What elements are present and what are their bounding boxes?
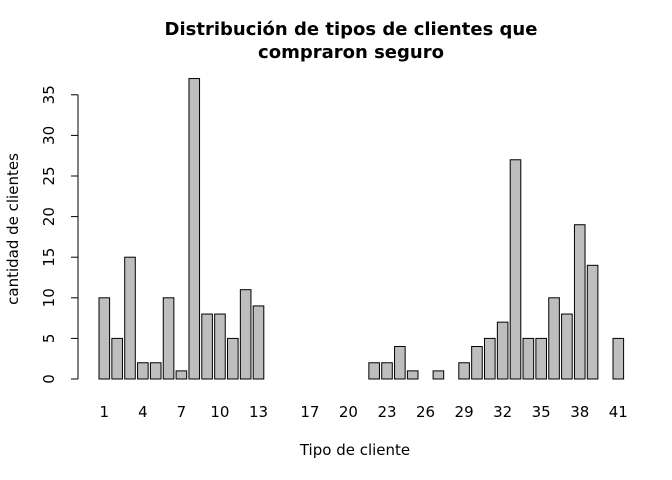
bar-6 — [162, 297, 175, 380]
x-tick-label-41: 41 — [609, 403, 628, 421]
bar-23 — [381, 362, 393, 380]
y-tick-label-0: 0 — [40, 374, 58, 384]
bar-34 — [522, 337, 535, 380]
x-tick-label-32: 32 — [493, 403, 512, 421]
x-tick-label-10: 10 — [210, 403, 229, 421]
y-tick-label-20: 20 — [40, 207, 58, 226]
x-tick-label-29: 29 — [455, 403, 474, 421]
bar-12 — [239, 289, 252, 380]
bar-25 — [406, 370, 419, 380]
x-tick-label-13: 13 — [249, 403, 268, 421]
x-tick-label-7: 7 — [177, 403, 187, 421]
bar-11 — [227, 337, 239, 380]
x-tick-label-4: 4 — [138, 403, 148, 421]
bar-33 — [509, 159, 522, 380]
chart-title-line-2: compraron seguro — [258, 42, 444, 63]
bar-32 — [496, 321, 509, 380]
bar-2 — [111, 337, 123, 380]
bar-8 — [188, 78, 201, 380]
bar-4 — [137, 362, 149, 380]
bar-22 — [368, 362, 380, 380]
bar-9 — [201, 313, 213, 380]
x-tick-label-38: 38 — [570, 403, 589, 421]
chart-title-line-1: Distribución de tipos de clientes que — [165, 19, 538, 40]
bars-group — [98, 78, 625, 380]
bar-7 — [175, 370, 188, 380]
x-tick-label-26: 26 — [416, 403, 435, 421]
x-axis-label: Tipo de cliente — [299, 441, 410, 459]
x-tick-label-17: 17 — [300, 403, 319, 421]
bar-37 — [561, 313, 573, 380]
bar-38 — [573, 224, 586, 380]
bar-29 — [458, 362, 470, 380]
bar-35 — [535, 337, 548, 380]
bar-3 — [124, 256, 136, 380]
y-axis: 0 5 10 15 20 25 30 35 — [40, 85, 79, 384]
bar-39 — [586, 264, 599, 380]
bar-31 — [484, 337, 496, 380]
bar-1 — [98, 297, 111, 380]
bar-10 — [214, 313, 226, 380]
bar-36 — [548, 297, 560, 380]
bar-30 — [471, 346, 483, 380]
x-tick-label-20: 20 — [339, 403, 358, 421]
y-tick-label-5: 5 — [40, 334, 58, 344]
bar-13 — [252, 305, 265, 380]
x-tick-label-1: 1 — [100, 403, 110, 421]
x-axis: 1 4 7 10 13 17 20 23 26 29 32 35 38 41 — [100, 403, 628, 421]
bar-41 — [612, 337, 625, 380]
x-tick-label-23: 23 — [377, 403, 396, 421]
y-tick-label-30: 30 — [40, 126, 58, 145]
y-tick-label-35: 35 — [40, 85, 58, 104]
y-axis-label: cantidad de clientes — [4, 153, 22, 305]
y-tick-label-25: 25 — [40, 166, 58, 185]
bar-27 — [432, 370, 445, 380]
bar-24 — [394, 346, 406, 380]
y-tick-label-10: 10 — [40, 288, 58, 307]
y-tick-label-15: 15 — [40, 248, 58, 267]
x-tick-label-35: 35 — [532, 403, 551, 421]
bar-5 — [149, 362, 162, 380]
